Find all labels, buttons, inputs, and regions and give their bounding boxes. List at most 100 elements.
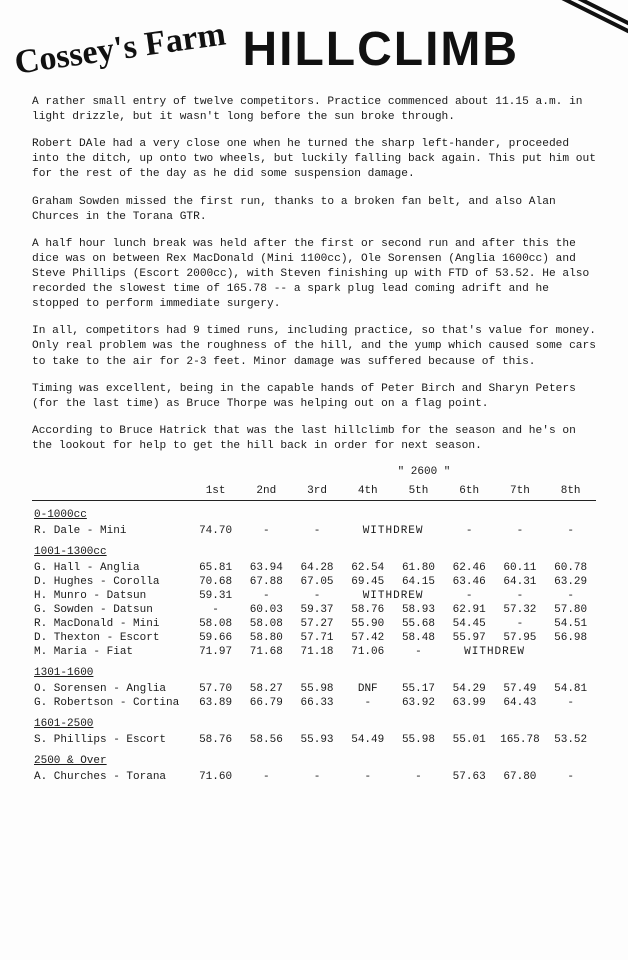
competitor-name: G. Robertson - Cortina: [32, 696, 190, 710]
time-cell: 59.37: [292, 603, 343, 617]
competitor-name: G. Sowden - Datsun: [32, 603, 190, 617]
time-cell: -: [495, 617, 546, 631]
time-cell: 59.66: [190, 631, 241, 645]
time-cell: -: [444, 524, 495, 538]
time-cell: WITHDREW: [342, 524, 443, 538]
table-row: G. Sowden - Datsun-60.0359.3758.7658.936…: [32, 603, 596, 617]
table-header-row: 1st 2nd 3rd 4th 5th 6th 7th 8th: [32, 484, 596, 501]
time-cell: 61.80: [393, 561, 444, 575]
time-cell: -: [495, 589, 546, 603]
time-cell: 63.89: [190, 696, 241, 710]
time-cell: 62.46: [444, 561, 495, 575]
time-cell: 65.81: [190, 561, 241, 575]
table-row: G. Robertson - Cortina63.8966.7966.33-63…: [32, 696, 596, 710]
time-cell: 62.91: [444, 603, 495, 617]
time-cell: 69.45: [342, 575, 393, 589]
event-main-title: HILLCLIMB: [242, 22, 519, 77]
time-cell: 57.49: [495, 682, 546, 696]
time-cell: 57.63: [444, 770, 495, 784]
competitor-name: G. Hall - Anglia: [32, 561, 190, 575]
time-cell: 57.27: [292, 617, 343, 631]
time-cell: 60.03: [241, 603, 292, 617]
time-cell: 66.33: [292, 696, 343, 710]
time-cell: -: [241, 770, 292, 784]
time-cell: 64.15: [393, 575, 444, 589]
time-cell: -: [241, 524, 292, 538]
competitor-name: R. Dale - Mini: [32, 524, 190, 538]
time-cell: 71.97: [190, 645, 241, 659]
time-cell: -: [190, 603, 241, 617]
corner-decoration: [514, 0, 628, 54]
time-cell: 55.68: [393, 617, 444, 631]
time-cell: 63.29: [545, 575, 596, 589]
time-cell: 71.68: [241, 645, 292, 659]
time-cell: 67.88: [241, 575, 292, 589]
competitor-name: H. Munro - Datsun: [32, 589, 190, 603]
time-cell: -: [241, 589, 292, 603]
time-cell: 54.45: [444, 617, 495, 631]
time-cell: -: [393, 645, 444, 659]
time-cell: 57.42: [342, 631, 393, 645]
time-cell: 60.11: [495, 561, 546, 575]
time-cell: -: [545, 696, 596, 710]
class-label: 1001-1300cc: [32, 538, 596, 561]
time-cell: 55.98: [292, 682, 343, 696]
class-heading-row: 0-1000cc: [32, 501, 596, 525]
column-header: 5th: [393, 484, 444, 501]
paragraph: Robert DAle had a very close one when he…: [32, 137, 596, 182]
time-cell: -: [292, 770, 343, 784]
paragraph: A half hour lunch break was held after t…: [32, 237, 596, 313]
time-cell: -: [545, 524, 596, 538]
time-cell: 67.05: [292, 575, 343, 589]
time-cell: 58.56: [241, 733, 292, 747]
table-row: G. Hall - Anglia65.8163.9464.2862.5461.8…: [32, 561, 596, 575]
time-cell: 57.32: [495, 603, 546, 617]
time-cell: -: [393, 770, 444, 784]
time-cell: 58.48: [393, 631, 444, 645]
time-cell: 58.08: [190, 617, 241, 631]
competitor-name: R. MacDonald - Mini: [32, 617, 190, 631]
table-row: S. Phillips - Escort58.7658.5655.9354.49…: [32, 733, 596, 747]
competitor-name: O. Sorensen - Anglia: [32, 682, 190, 696]
time-cell: 71.06: [342, 645, 393, 659]
time-cell: 54.29: [444, 682, 495, 696]
time-cell: 67.80: [495, 770, 546, 784]
time-cell: 74.70: [190, 524, 241, 538]
class-label: 2500 & Over: [32, 747, 596, 770]
time-cell: DNF: [342, 682, 393, 696]
time-cell: 55.93: [292, 733, 343, 747]
time-cell: 54.51: [545, 617, 596, 631]
time-cell: 53.52: [545, 733, 596, 747]
paragraph: Graham Sowden missed the first run, than…: [32, 195, 596, 225]
class-label: 1301-1600: [32, 659, 596, 682]
time-cell: 165.78: [495, 733, 546, 747]
document-page: Cossey's Farm HILLCLIMB A rather small e…: [0, 0, 628, 960]
time-cell: 57.95: [495, 631, 546, 645]
time-cell: -: [495, 524, 546, 538]
time-cell: 63.46: [444, 575, 495, 589]
results-section: " 2600 " 1st 2nd 3rd 4th 5th 6th 7th 8th…: [32, 466, 596, 784]
class-heading-row: 1601-2500: [32, 710, 596, 733]
time-cell: 64.43: [495, 696, 546, 710]
table-row: R. Dale - Mini74.70--WITHDREW---: [32, 524, 596, 538]
paragraph: In all, competitors had 9 timed runs, in…: [32, 324, 596, 369]
time-cell: 55.90: [342, 617, 393, 631]
class-label: 0-1000cc: [32, 501, 596, 525]
time-cell: 63.94: [241, 561, 292, 575]
time-cell: 54.49: [342, 733, 393, 747]
class-label: 1601-2500: [32, 710, 596, 733]
class-heading-row: 2500 & Over: [32, 747, 596, 770]
time-cell: 57.80: [545, 603, 596, 617]
time-cell: [545, 645, 596, 659]
paragraph: A rather small entry of twelve competito…: [32, 95, 596, 125]
time-cell: 55.01: [444, 733, 495, 747]
time-cell: 57.70: [190, 682, 241, 696]
time-cell: 64.31: [495, 575, 546, 589]
table-row: R. MacDonald - Mini58.0858.0857.2755.905…: [32, 617, 596, 631]
time-cell: 58.93: [393, 603, 444, 617]
competitor-name: A. Churches - Torana: [32, 770, 190, 784]
event-location-title: Cossey's Farm: [13, 20, 228, 80]
time-cell: 60.78: [545, 561, 596, 575]
time-cell: WITHDREW: [444, 645, 545, 659]
time-cell: 58.76: [190, 733, 241, 747]
